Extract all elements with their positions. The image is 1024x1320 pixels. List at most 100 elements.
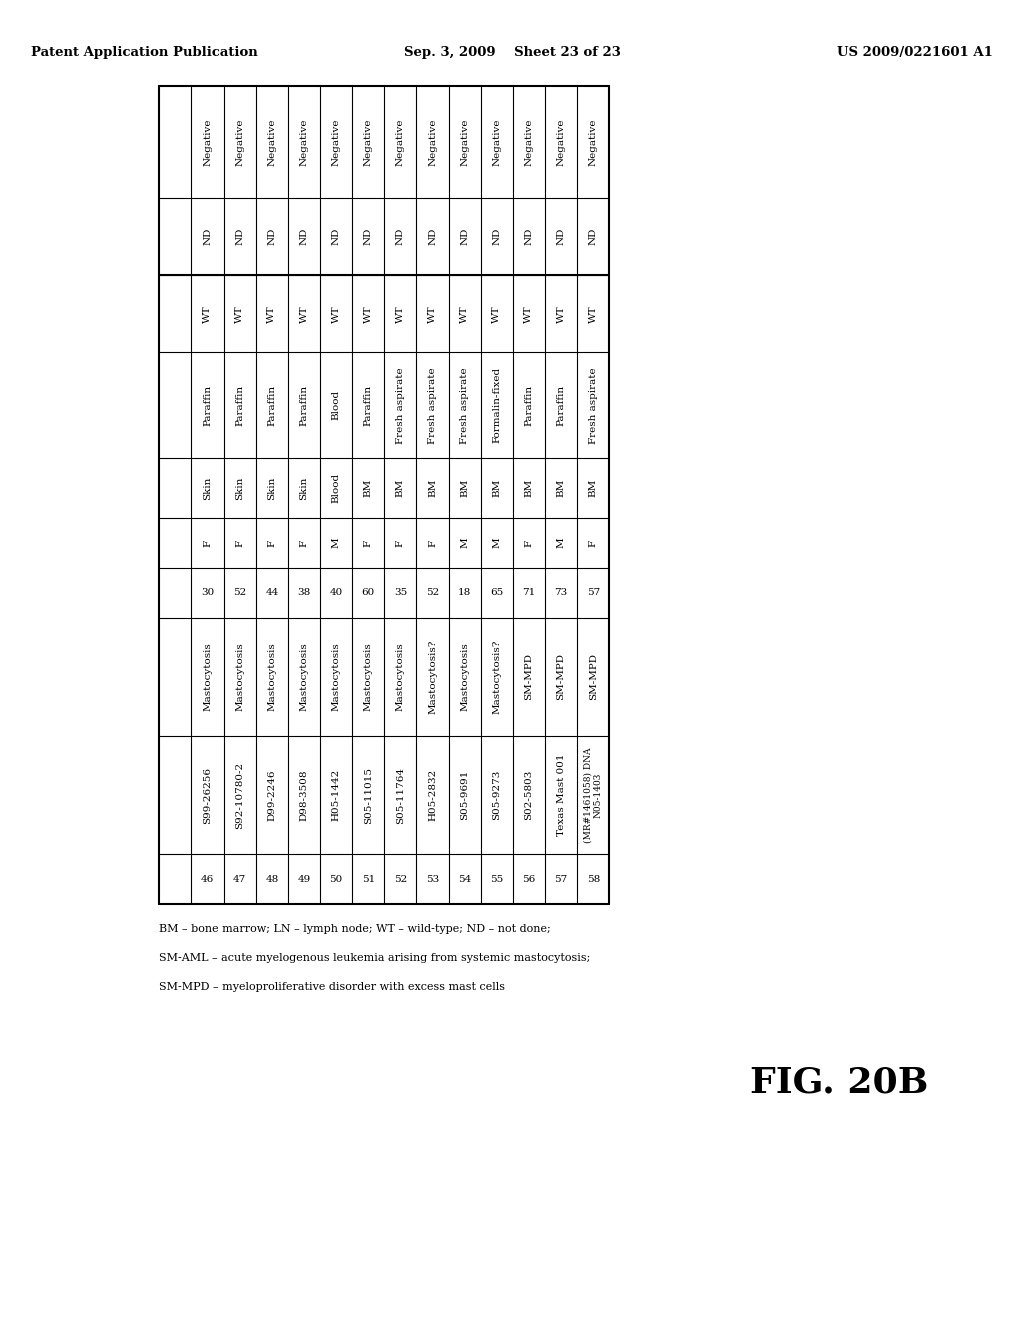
Text: Fresh aspirate: Fresh aspirate [460,367,469,444]
Text: SM-MPD: SM-MPD [589,653,598,701]
Text: Mastocytosis: Mastocytosis [396,643,404,711]
Text: Negative: Negative [236,117,244,165]
Text: ND: ND [460,228,469,246]
Text: Negative: Negative [557,117,565,165]
Text: 49: 49 [297,875,310,884]
Text: 50: 50 [330,875,343,884]
Text: Negative: Negative [267,117,276,165]
Text: WT: WT [236,305,244,322]
Text: Mastocytosis: Mastocytosis [267,643,276,711]
Text: BM: BM [524,479,534,498]
Text: S92-10780-2: S92-10780-2 [236,762,244,829]
Text: ND: ND [524,228,534,246]
Text: Negative: Negative [524,117,534,165]
Text: 58: 58 [587,875,600,884]
Text: 47: 47 [233,875,247,884]
Text: SM-AML – acute myelogenous leukemia arising from systemic mastocytosis;: SM-AML – acute myelogenous leukemia aris… [159,953,590,964]
Text: F: F [364,540,373,546]
Text: S05-9691: S05-9691 [460,770,469,821]
Text: Mastocytosis: Mastocytosis [236,643,244,711]
Text: Fresh aspirate: Fresh aspirate [428,367,437,444]
Text: M: M [493,537,502,548]
Text: Blood: Blood [332,391,341,420]
Text: Mastocytosis: Mastocytosis [460,643,469,711]
Text: SM-MPD – myeloproliferative disorder with excess mast cells: SM-MPD – myeloproliferative disorder wit… [159,982,505,993]
Text: Negative: Negative [493,117,502,165]
Text: Paraffin: Paraffin [557,384,565,426]
Text: F: F [396,540,404,546]
Text: WT: WT [396,305,404,322]
Text: WT: WT [267,305,276,322]
Text: Negative: Negative [589,117,598,165]
Text: Paraffin: Paraffin [267,384,276,426]
Text: ND: ND [396,228,404,246]
Text: 44: 44 [265,589,279,597]
Text: F: F [589,540,598,546]
Text: 57: 57 [554,875,567,884]
Text: BM: BM [364,479,373,498]
Text: 71: 71 [522,589,536,597]
Text: 56: 56 [522,875,536,884]
Text: BM – bone marrow; LN – lymph node; WT – wild-type; ND – not done;: BM – bone marrow; LN – lymph node; WT – … [159,924,551,935]
Text: WT: WT [364,305,373,322]
Text: M: M [557,537,565,548]
Text: WT: WT [524,305,534,322]
Text: 38: 38 [297,589,310,597]
Text: Paraffin: Paraffin [524,384,534,426]
Text: 30: 30 [201,589,214,597]
Text: US 2009/0221601 A1: US 2009/0221601 A1 [838,46,993,59]
Text: H05-1442: H05-1442 [332,770,341,821]
Text: H05-2832: H05-2832 [428,770,437,821]
Text: D98-3508: D98-3508 [299,770,308,821]
Text: ND: ND [203,228,212,246]
Text: Negative: Negative [332,117,341,165]
Text: BM: BM [557,479,565,498]
Text: ND: ND [428,228,437,246]
Text: 55: 55 [490,875,504,884]
Text: WT: WT [557,305,565,322]
Text: S05-11764: S05-11764 [396,767,404,824]
Text: WT: WT [589,305,598,322]
Text: BM: BM [428,479,437,498]
Text: 73: 73 [554,589,567,597]
Text: 52: 52 [394,875,407,884]
Text: Paraffin: Paraffin [364,384,373,426]
Text: 65: 65 [490,589,504,597]
Text: F: F [299,540,308,546]
Text: Paraffin: Paraffin [299,384,308,426]
Text: F: F [203,540,212,546]
Text: Mastocytosis?: Mastocytosis? [493,640,502,714]
Text: ND: ND [493,228,502,246]
Text: ND: ND [589,228,598,246]
Text: Skin: Skin [267,477,276,500]
Text: Negative: Negative [299,117,308,165]
Text: S99-26256: S99-26256 [203,767,212,824]
Text: F: F [267,540,276,546]
Text: F: F [428,540,437,546]
Text: Patent Application Publication: Patent Application Publication [31,46,257,59]
Text: Negative: Negative [364,117,373,165]
Text: F: F [524,540,534,546]
Text: BM: BM [460,479,469,498]
Text: Texas Mast 001: Texas Mast 001 [557,754,565,837]
Text: WT: WT [428,305,437,322]
Text: 35: 35 [394,589,407,597]
Text: Paraffin: Paraffin [203,384,212,426]
Text: S05-9273: S05-9273 [493,770,502,821]
Text: 57: 57 [587,589,600,597]
Text: Skin: Skin [236,477,244,500]
Text: ND: ND [299,228,308,246]
Text: Mastocytosis?: Mastocytosis? [428,640,437,714]
Text: ND: ND [332,228,341,246]
Text: S05-11015: S05-11015 [364,767,373,824]
Bar [159,86,609,904]
Text: M: M [332,537,341,548]
Text: 53: 53 [426,875,439,884]
Text: Skin: Skin [299,477,308,500]
Text: Negative: Negative [428,117,437,165]
Text: Blood: Blood [332,473,341,503]
Text: Negative: Negative [203,117,212,165]
Text: 46: 46 [201,875,214,884]
Text: Negative: Negative [460,117,469,165]
Text: M: M [460,537,469,548]
